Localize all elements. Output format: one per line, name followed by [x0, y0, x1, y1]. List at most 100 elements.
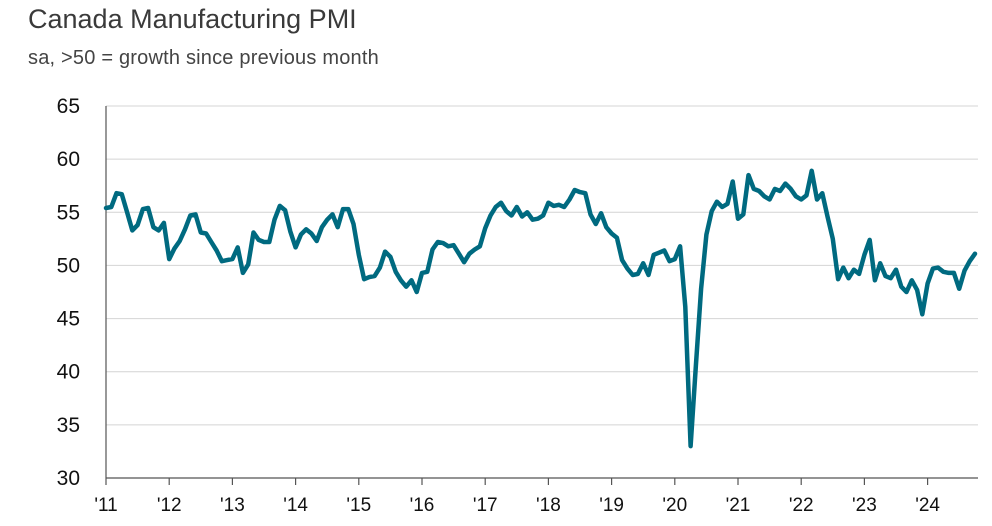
- data-point: [652, 253, 655, 256]
- data-point: [810, 169, 813, 172]
- data-point: [205, 232, 208, 235]
- data-point: [194, 213, 197, 216]
- data-point: [794, 195, 797, 198]
- data-point: [895, 268, 898, 271]
- data-point: [268, 241, 271, 244]
- data-point: [442, 242, 445, 245]
- data-point: [126, 211, 129, 214]
- data-point: [926, 282, 929, 285]
- data-point: [136, 224, 139, 227]
- x-tick-label: '22: [789, 495, 814, 516]
- x-tick-label: '11: [94, 495, 117, 516]
- data-point: [494, 206, 497, 209]
- data-point: [421, 271, 424, 274]
- data-point: [816, 198, 819, 201]
- x-tick-label: '19: [599, 495, 624, 516]
- x-tick-label: '15: [346, 495, 371, 516]
- data-point: [226, 259, 229, 262]
- data-point: [336, 226, 339, 229]
- data-point: [452, 244, 455, 247]
- data-point: [747, 174, 750, 177]
- x-tick-label: '20: [662, 495, 687, 516]
- data-point: [579, 191, 582, 194]
- data-point: [515, 206, 518, 209]
- data-point: [800, 198, 803, 201]
- data-point: [905, 291, 908, 294]
- data-point: [763, 195, 766, 198]
- data-point: [568, 198, 571, 201]
- data-point: [478, 245, 481, 248]
- x-tick-label: '23: [852, 495, 877, 516]
- data-point: [573, 189, 576, 192]
- data-point: [947, 271, 950, 274]
- data-point: [463, 261, 466, 264]
- data-point: [210, 241, 213, 244]
- x-tick-label: '21: [726, 495, 751, 516]
- y-tick-label: 35: [57, 414, 80, 437]
- data-point: [863, 253, 866, 256]
- data-point: [405, 285, 408, 288]
- data-point: [436, 241, 439, 244]
- data-point: [621, 259, 624, 262]
- data-point: [542, 214, 545, 217]
- data-point: [299, 233, 302, 236]
- data-point: [457, 252, 460, 255]
- data-point: [826, 215, 829, 218]
- data-point: [626, 267, 629, 270]
- data-point: [668, 260, 671, 263]
- data-point: [120, 193, 123, 196]
- data-point: [858, 272, 861, 275]
- data-point: [605, 226, 608, 229]
- data-point: [252, 231, 255, 234]
- data-point: [505, 210, 508, 213]
- data-point: [631, 274, 634, 277]
- data-point: [473, 248, 476, 251]
- data-point: [663, 249, 666, 252]
- data-point: [873, 279, 876, 282]
- data-point: [884, 275, 887, 278]
- data-point: [278, 204, 281, 207]
- data-point: [220, 260, 223, 263]
- y-tick-label: 55: [57, 201, 80, 224]
- data-point: [294, 246, 297, 249]
- data-point: [700, 287, 703, 290]
- data-point: [584, 192, 587, 195]
- data-point: [157, 229, 160, 232]
- data-point: [378, 266, 381, 269]
- data-point: [589, 213, 592, 216]
- data-point: [600, 212, 603, 215]
- data-point: [852, 268, 855, 271]
- data-point: [726, 202, 729, 205]
- data-point: [968, 260, 971, 263]
- data-point: [536, 217, 539, 220]
- data-point: [426, 270, 429, 273]
- data-point: [315, 240, 318, 243]
- x-tick-label: '13: [220, 495, 245, 516]
- data-point: [910, 279, 913, 282]
- data-point: [789, 187, 792, 190]
- data-point: [721, 206, 724, 209]
- data-point: [694, 364, 697, 367]
- data-point: [468, 252, 471, 255]
- data-point: [642, 262, 645, 265]
- data-point: [847, 277, 850, 280]
- data-point: [273, 218, 276, 221]
- data-point: [447, 245, 450, 248]
- gridlines: [105, 105, 978, 479]
- data-point: [710, 210, 713, 213]
- data-point: [594, 223, 597, 226]
- data-point: [689, 445, 692, 448]
- y-axis: 65 60 55 50 45 40 35 30: [57, 95, 80, 490]
- data-point: [731, 180, 734, 183]
- data-point: [115, 192, 118, 195]
- data-point: [557, 203, 560, 206]
- data-point: [963, 269, 966, 272]
- data-point: [952, 271, 955, 274]
- series-line-pmi: [103, 168, 978, 449]
- data-point: [784, 182, 787, 185]
- data-point: [705, 233, 708, 236]
- data-point: [937, 266, 940, 269]
- chart-subtitle: sa, >50 = growth since previous month: [28, 47, 379, 69]
- data-point: [484, 227, 487, 230]
